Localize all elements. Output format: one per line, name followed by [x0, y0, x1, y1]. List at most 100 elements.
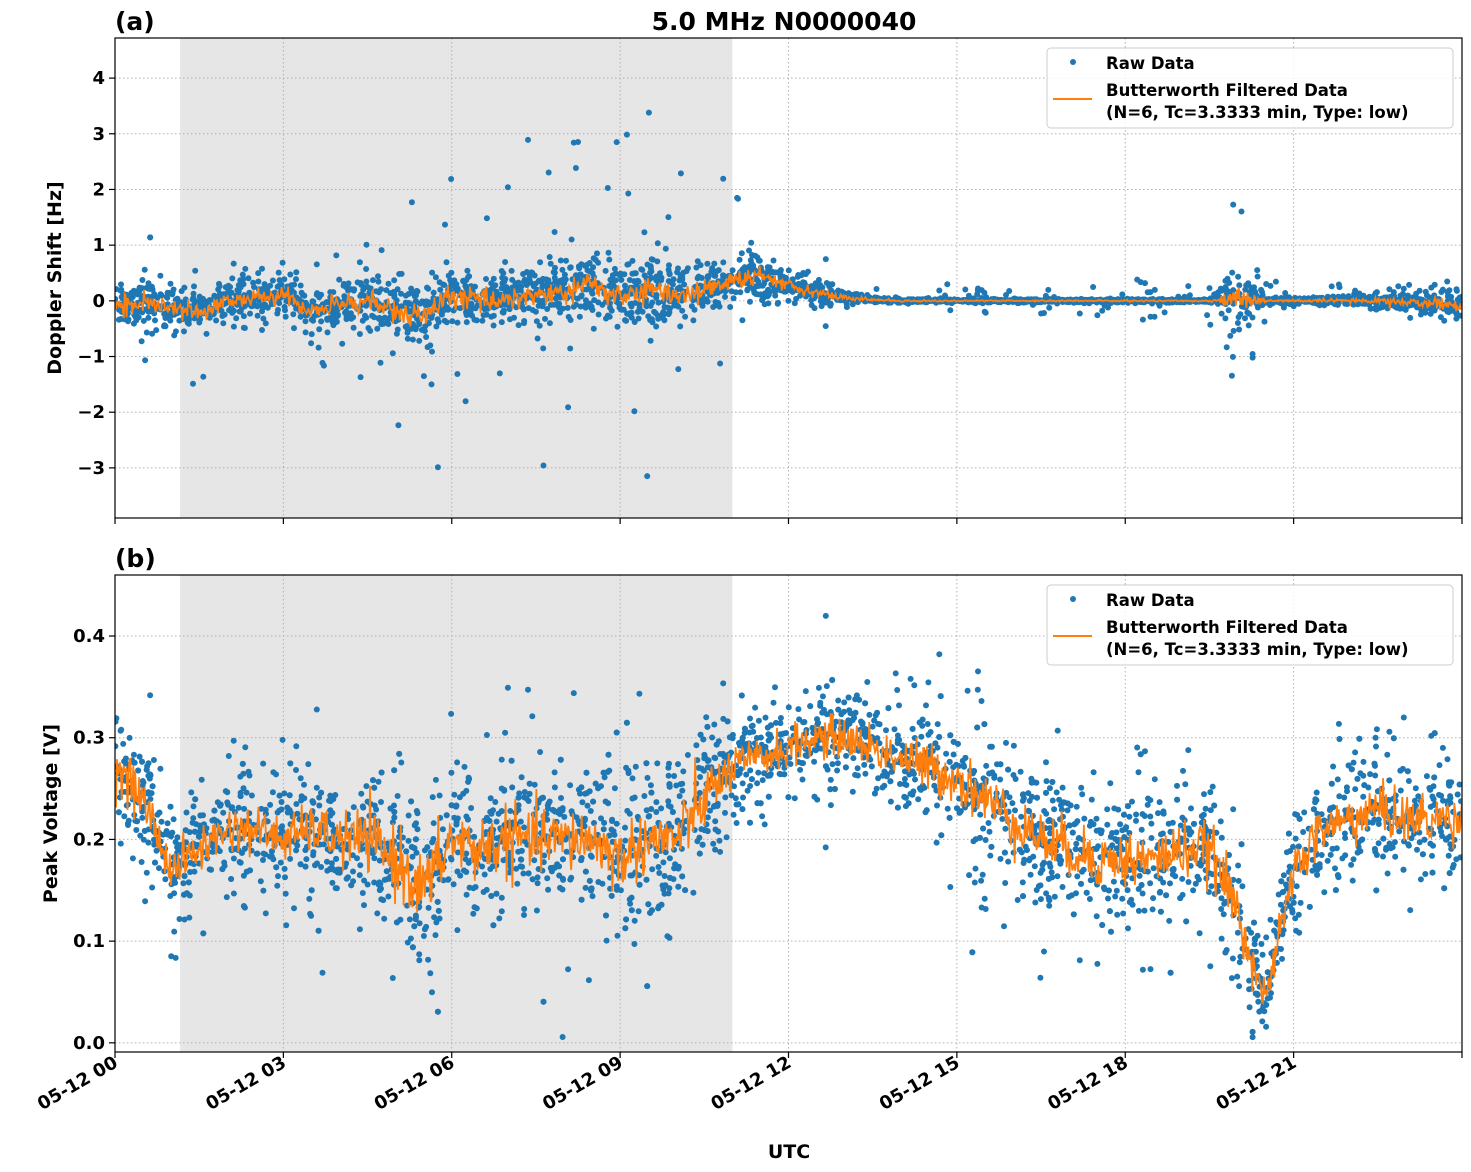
raw-data-point — [242, 744, 249, 751]
raw-data-point — [1032, 899, 1039, 906]
raw-data-point — [421, 328, 428, 334]
raw-data-point — [385, 321, 392, 327]
raw-data-point — [894, 687, 901, 693]
raw-data-point — [1313, 789, 1320, 796]
raw-data-point — [965, 292, 972, 299]
raw-data-point — [430, 289, 437, 296]
raw-data-point — [611, 265, 618, 272]
raw-data-point — [269, 277, 276, 284]
raw-data-point — [1147, 289, 1154, 296]
raw-data-point — [313, 291, 320, 298]
raw-data-point — [281, 865, 288, 872]
raw-data-point — [262, 910, 269, 917]
raw-data-point — [1147, 813, 1154, 820]
raw-data-point — [693, 264, 700, 271]
raw-data-point — [655, 299, 662, 306]
raw-data-point — [140, 836, 147, 843]
raw-data-point — [139, 814, 146, 821]
raw-data-point — [584, 261, 590, 268]
y-tick-label: 0.1 — [73, 931, 105, 952]
raw-data-point — [139, 309, 146, 316]
raw-data-point — [189, 296, 196, 303]
raw-data-point — [551, 229, 558, 235]
raw-data-point — [987, 852, 994, 859]
raw-data-point — [462, 856, 469, 863]
raw-data-point — [787, 287, 794, 294]
raw-data-point — [564, 304, 571, 311]
raw-data-point — [604, 185, 611, 191]
raw-data-point — [1245, 322, 1252, 329]
raw-data-point — [260, 304, 266, 311]
raw-data-point — [1006, 288, 1013, 294]
raw-data-point — [279, 736, 286, 743]
raw-data-point — [259, 327, 265, 333]
raw-data-point — [1280, 304, 1287, 311]
raw-data-point — [661, 310, 668, 317]
raw-data-point — [626, 277, 633, 283]
raw-data-point — [1043, 778, 1050, 785]
raw-data-point — [115, 296, 119, 302]
raw-data-point — [660, 298, 667, 305]
raw-data-point — [138, 859, 145, 865]
raw-data-point — [675, 303, 682, 310]
raw-data-point — [730, 811, 737, 818]
raw-data-point — [1139, 890, 1146, 897]
raw-data-point — [437, 286, 444, 293]
raw-data-point — [1230, 287, 1237, 294]
raw-data-point — [1222, 315, 1229, 322]
raw-data-point — [429, 269, 436, 276]
raw-data-point — [230, 890, 237, 897]
raw-data-point — [1225, 288, 1232, 295]
raw-data-point — [690, 889, 697, 896]
raw-data-point — [1229, 955, 1236, 962]
raw-data-point — [143, 329, 150, 336]
raw-data-point — [768, 765, 775, 772]
raw-data-point — [345, 280, 352, 287]
raw-data-point — [1429, 852, 1435, 859]
raw-data-point — [717, 360, 724, 367]
raw-data-point — [492, 799, 499, 805]
raw-data-point — [340, 282, 347, 289]
raw-data-point — [297, 313, 304, 320]
raw-data-point — [578, 261, 585, 268]
raw-data-point — [734, 194, 741, 201]
raw-data-point — [432, 274, 439, 281]
raw-data-point — [302, 318, 309, 325]
raw-data-point — [925, 679, 932, 686]
panel-label: (a) — [115, 7, 155, 36]
raw-data-point — [770, 288, 777, 294]
raw-data-point — [950, 751, 957, 758]
raw-data-point — [589, 893, 596, 900]
raw-data-point — [534, 335, 541, 342]
raw-data-point — [274, 882, 281, 889]
raw-data-point — [678, 297, 685, 304]
raw-data-point — [472, 305, 479, 312]
raw-data-point — [1139, 316, 1146, 323]
raw-data-point — [1406, 281, 1413, 288]
raw-data-point — [424, 284, 430, 291]
raw-data-point — [463, 312, 470, 318]
raw-data-point — [1254, 267, 1261, 274]
raw-data-point — [1453, 287, 1460, 294]
raw-data-point — [609, 272, 616, 279]
raw-data-point — [167, 280, 174, 287]
raw-data-point — [216, 848, 223, 855]
raw-data-point — [1218, 834, 1225, 841]
raw-data-point — [1444, 289, 1451, 295]
panel-b: 0.00.10.20.30.4(b)Peak Voltage [V]Raw Da… — [40, 544, 1463, 1058]
raw-data-point — [1430, 796, 1437, 803]
raw-data-point — [662, 245, 669, 252]
raw-data-point — [464, 267, 471, 274]
raw-data-point — [561, 271, 568, 278]
raw-data-point — [947, 884, 954, 890]
raw-data-point — [654, 258, 661, 265]
raw-data-point — [141, 266, 148, 273]
raw-data-point — [1054, 873, 1061, 880]
raw-data-point — [378, 286, 384, 293]
raw-data-point — [120, 740, 127, 747]
raw-data-point — [142, 357, 149, 364]
raw-data-point — [1352, 287, 1359, 294]
axes-frame — [114, 37, 1463, 519]
raw-data-point — [324, 329, 331, 336]
raw-data-point — [1076, 310, 1083, 317]
